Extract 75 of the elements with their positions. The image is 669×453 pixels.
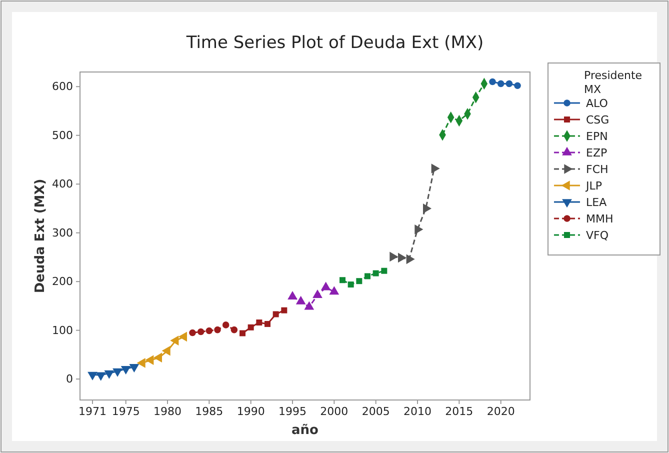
x-tick-label: 2020	[486, 404, 515, 418]
x-tick-label: 1975	[112, 404, 140, 418]
point	[189, 329, 196, 336]
x-tick-label: 2000	[320, 404, 348, 418]
point	[304, 301, 314, 310]
point	[372, 270, 379, 276]
point	[431, 164, 440, 174]
point	[162, 346, 170, 356]
point	[398, 252, 407, 263]
x-tick-label: 2015	[445, 404, 474, 418]
legend-label: EZP	[586, 146, 608, 160]
legend-label: VFQ	[586, 229, 609, 242]
legend-title: Presidente MX	[584, 69, 642, 96]
point	[312, 290, 322, 298]
point	[240, 330, 246, 336]
point	[340, 277, 346, 284]
y-tick-label: 100	[52, 324, 73, 337]
point	[214, 326, 221, 334]
point	[329, 286, 340, 295]
point	[414, 224, 424, 234]
x-tick-label: 2010	[404, 404, 432, 418]
x-tick-label: 1990	[236, 404, 265, 418]
point	[178, 332, 188, 342]
point	[364, 273, 370, 280]
x-tick-label: 1971	[78, 404, 106, 418]
point	[230, 326, 238, 334]
point	[497, 80, 504, 88]
y-tick-label: 0	[66, 372, 73, 386]
legend-label: ALO	[586, 97, 608, 110]
x-tick-label: 1985	[195, 404, 224, 418]
legend-label: CSG	[586, 114, 610, 126]
point	[264, 320, 270, 327]
point	[153, 352, 162, 363]
point	[422, 204, 432, 214]
y-tick-label: 300	[52, 226, 73, 240]
point	[88, 372, 98, 380]
point	[248, 324, 254, 330]
point	[170, 336, 179, 346]
y-tick-label: 500	[52, 128, 73, 142]
y-tick-label: 600	[52, 80, 73, 94]
legend-label: MMH	[586, 212, 614, 226]
point	[222, 322, 230, 328]
x-tick-label: 2005	[362, 404, 390, 418]
point	[356, 278, 362, 284]
legend-label: FCH	[586, 163, 608, 176]
chart-title: Time Series Plot of Deuda Ext (MX)	[185, 33, 484, 53]
point	[288, 290, 298, 300]
point	[145, 355, 154, 365]
point	[514, 82, 521, 90]
point	[506, 80, 513, 88]
point	[281, 307, 288, 314]
point	[406, 254, 415, 264]
x-tick-label: 1995	[278, 404, 306, 418]
point	[96, 372, 106, 381]
legend-label: JLP	[585, 180, 602, 192]
y-tick-label: 400	[52, 178, 73, 191]
point	[348, 281, 354, 288]
legend-label: LEA	[586, 196, 608, 209]
point	[197, 328, 204, 336]
point	[206, 327, 213, 334]
point	[489, 78, 496, 86]
point	[320, 282, 331, 290]
point	[272, 311, 279, 318]
point	[381, 268, 388, 274]
point	[112, 368, 122, 377]
y-axis-title: Deuda Ext (MX)	[33, 178, 48, 294]
x-tick-label: 1980	[154, 404, 182, 418]
point	[120, 366, 131, 374]
point	[136, 358, 146, 368]
legend-label: EPN	[586, 130, 608, 143]
x-axis-title: año	[292, 423, 319, 438]
point	[104, 370, 114, 379]
point	[256, 320, 262, 326]
y-tick-label: 200	[52, 275, 73, 288]
point	[390, 252, 398, 262]
